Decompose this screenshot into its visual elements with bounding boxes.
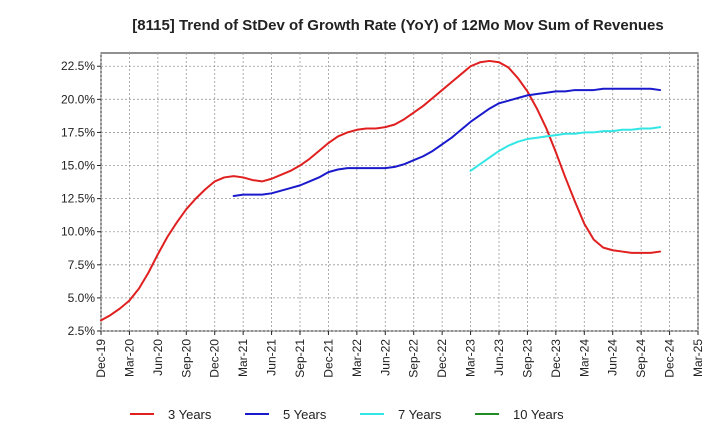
x-tick-label: Mar-21 bbox=[236, 339, 250, 377]
x-tick-label: Jun-22 bbox=[378, 339, 392, 376]
legend-label-3-years: 3 Years bbox=[168, 407, 212, 422]
x-tick-label: Mar-23 bbox=[464, 339, 478, 377]
y-tick-label: 2.5% bbox=[68, 324, 96, 338]
plot-area bbox=[100, 52, 699, 332]
x-tick-label: Sep-24 bbox=[634, 339, 648, 378]
chart-title: [8115] Trend of StDev of Growth Rate (Yo… bbox=[132, 17, 663, 34]
x-tick-label: Dec-22 bbox=[435, 339, 449, 378]
x-tick-label: Jun-21 bbox=[265, 339, 279, 376]
x-tick-label: Sep-20 bbox=[179, 339, 193, 378]
x-tick-label: Dec-20 bbox=[208, 339, 222, 378]
y-tick-label: 12.5% bbox=[61, 192, 95, 206]
legend-label-5-years: 5 Years bbox=[283, 407, 327, 422]
y-tick-label: 7.5% bbox=[68, 258, 96, 272]
x-axis: Dec-19 Mar-20 Jun-20 Sep-20 Dec-20 Mar-21 Jun-… bbox=[94, 331, 705, 378]
legend-label-7-years: 7 Years bbox=[398, 407, 442, 422]
x-tick-label: Mar-20 bbox=[122, 339, 136, 377]
x-tick-label: Jun-20 bbox=[151, 339, 165, 376]
x-tick-label: Dec-21 bbox=[321, 339, 335, 378]
x-tick-label: Mar-25 bbox=[691, 339, 705, 377]
x-tick-label: Sep-22 bbox=[407, 339, 421, 378]
x-tick-label: Sep-21 bbox=[293, 339, 307, 378]
y-tick-label: 22.5% bbox=[61, 59, 95, 73]
y-tick-label: 15.0% bbox=[61, 159, 95, 173]
y-tick-label: 17.5% bbox=[61, 125, 95, 139]
series-line-3-years bbox=[100, 59, 662, 322]
x-tick-label: Jun-23 bbox=[492, 339, 506, 376]
series-line-7-years bbox=[469, 126, 662, 172]
x-tick-label: Mar-22 bbox=[350, 339, 364, 377]
y-axis: 2.5% 5.0% 7.5% 10.0% 12.5% 15.0% 17.5% 20.0% 22.… bbox=[61, 59, 101, 338]
x-tick-label: Sep-23 bbox=[520, 339, 534, 378]
y-tick-label: 5.0% bbox=[68, 291, 96, 305]
y-tick-label: 20.0% bbox=[61, 92, 95, 106]
y-tick-label: 10.0% bbox=[61, 225, 95, 239]
series-lines bbox=[100, 59, 662, 322]
x-tick-label: Dec-19 bbox=[94, 339, 108, 378]
x-tick-label: Mar-24 bbox=[577, 339, 591, 377]
legend-label-10-years: 10 Years bbox=[513, 407, 564, 422]
x-tick-label: Dec-23 bbox=[549, 339, 563, 378]
series-line-5-years bbox=[232, 87, 662, 197]
legend: 3 Years 5 Years 7 Years 10 Years bbox=[130, 407, 564, 422]
x-tick-label: Jun-24 bbox=[606, 339, 620, 376]
x-tick-label: Dec-24 bbox=[663, 339, 677, 378]
